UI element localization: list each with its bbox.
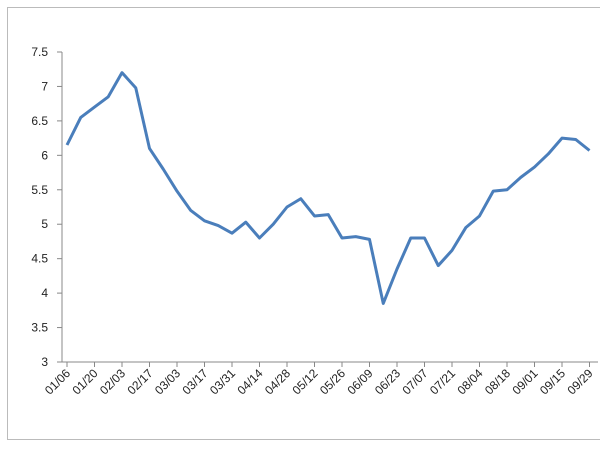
x-tick-label: 07/21	[427, 366, 458, 397]
y-tick-label: 5.5	[31, 183, 48, 197]
x-tick-label: 08/04	[454, 366, 485, 397]
x-tick-label: 04/28	[262, 366, 293, 397]
x-tick-label: 02/17	[124, 366, 155, 397]
x-tick-label: 06/09	[344, 366, 375, 397]
x-tick-label: 09/15	[537, 366, 568, 397]
y-tick-label: 4	[41, 286, 48, 300]
x-tick-label: 02/03	[97, 366, 128, 397]
y-tick-label: 4.5	[31, 252, 48, 266]
y-tick-label: 5	[41, 217, 48, 231]
x-tick-label: 01/06	[42, 366, 73, 397]
y-tick-label: 3.5	[31, 321, 48, 335]
x-tick-label: 07/07	[399, 366, 430, 397]
x-tick-label: 09/01	[509, 366, 540, 397]
x-tick-label: 06/23	[372, 366, 403, 397]
x-tick-label: 04/14	[234, 366, 265, 397]
y-tick-label: 7	[41, 79, 48, 93]
x-tick-label: 03/17	[179, 366, 210, 397]
y-tick-label: 3	[41, 355, 48, 369]
y-tick-label: 6	[41, 148, 48, 162]
x-tick-label: 03/03	[152, 366, 183, 397]
y-tick-label: 6.5	[31, 114, 48, 128]
x-tick-label: 08/18	[482, 366, 513, 397]
y-tick-label: 7.5	[31, 45, 48, 59]
x-tick-label: 09/29	[564, 366, 595, 397]
data-line	[65, 71, 591, 305]
x-tick-label: 03/31	[207, 366, 238, 397]
x-tick-label: 01/20	[69, 366, 100, 397]
x-tick-label: 05/12	[289, 366, 320, 397]
x-tick-label: 05/26	[317, 366, 348, 397]
chart-frame	[7, 7, 600, 440]
